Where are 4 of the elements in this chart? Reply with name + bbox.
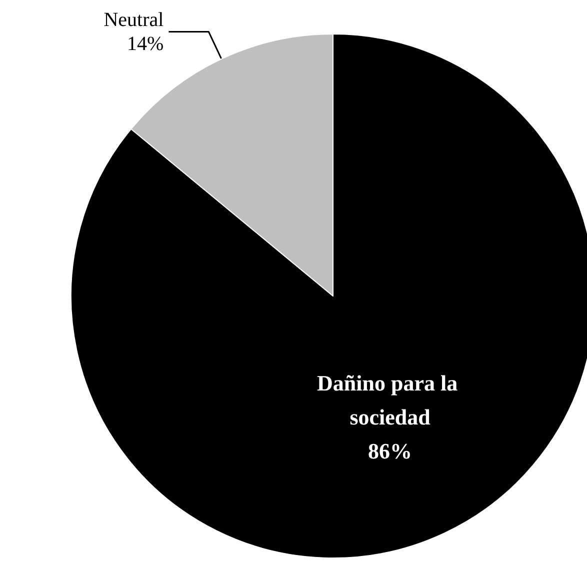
slice-label: Dañino para la sociedad [317,370,464,430]
slice-label: Neutral [104,8,164,31]
data-label: 86% [368,438,412,464]
data-label: 14% [127,32,164,55]
